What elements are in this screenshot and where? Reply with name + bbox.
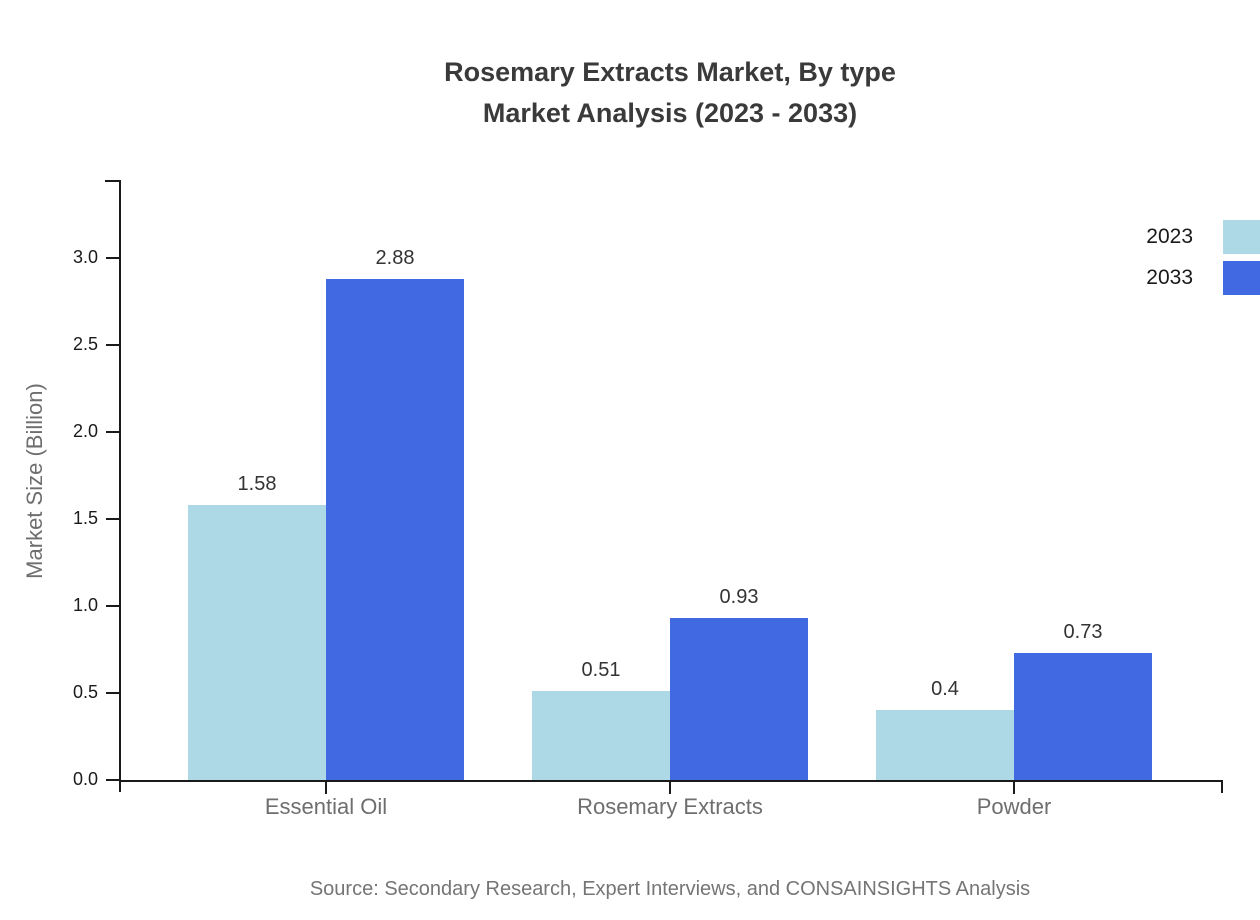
x-tick-mark [1013, 782, 1015, 794]
bar-value-label: 0.93 [719, 586, 759, 608]
legend-swatch [1223, 220, 1260, 254]
y-tick-label: 2.0 [72, 421, 98, 441]
legend: 2023 2033 [1100, 219, 1260, 301]
legend-label: 2023 [1146, 225, 1193, 248]
legend-label: 2033 [1146, 266, 1193, 289]
bar-value-label: 0.73 [1063, 621, 1103, 643]
y-tick-mark [106, 692, 120, 694]
bar-2023-0 [188, 505, 326, 780]
bar-2023-1 [532, 691, 670, 780]
legend-swatch [1223, 261, 1260, 295]
x-tick-mark [669, 782, 671, 794]
y-tick-mark [106, 257, 120, 259]
bar-value-label: 1.58 [237, 473, 277, 495]
legend-row: 2023 [1100, 219, 1260, 255]
y-tick-mark [106, 518, 120, 520]
y-tick-label: 0.5 [72, 682, 98, 702]
bar-2023-2 [876, 710, 1014, 780]
chart-title-line2: Market Analysis (2023 - 2033) [482, 98, 858, 128]
y-axis-top-cap [105, 180, 121, 182]
legend-row: 2033 [1100, 260, 1260, 296]
x-axis-line [119, 780, 1223, 782]
source-note: Source: Secondary Research, Expert Inter… [309, 878, 1031, 900]
y-tick-label: 2.5 [72, 334, 98, 354]
bar-2033-0 [326, 279, 464, 780]
y-tick-mark [106, 605, 120, 607]
x-axis-end-tick [1221, 780, 1223, 793]
bar-2033-1 [670, 618, 808, 780]
x-category-label: Rosemary Extracts [577, 794, 763, 819]
y-tick-label: 3.0 [72, 247, 98, 267]
y-tick-mark [106, 779, 120, 781]
y-tick-mark [106, 344, 120, 346]
y-tick-label: 1.0 [72, 595, 98, 615]
y-tick-mark [106, 431, 120, 433]
y-tick-label: 1.5 [72, 508, 98, 528]
bar-value-label: 2.88 [375, 247, 415, 269]
bar-value-label: 0.4 [931, 678, 959, 700]
y-axis-line [119, 180, 121, 792]
bar-2033-2 [1014, 653, 1152, 780]
chart-title-line1: Rosemary Extracts Market, By type [444, 57, 896, 87]
y-axis-title: Market Size (Billion) [22, 383, 47, 579]
bar-value-label: 0.51 [581, 659, 621, 681]
x-tick-mark [325, 782, 327, 794]
chart-title: Rosemary Extracts Market, By type Market… [80, 52, 1260, 134]
x-category-label: Essential Oil [264, 794, 388, 819]
x-category-label: Powder [976, 794, 1052, 819]
y-tick-label: 0.0 [72, 769, 98, 789]
